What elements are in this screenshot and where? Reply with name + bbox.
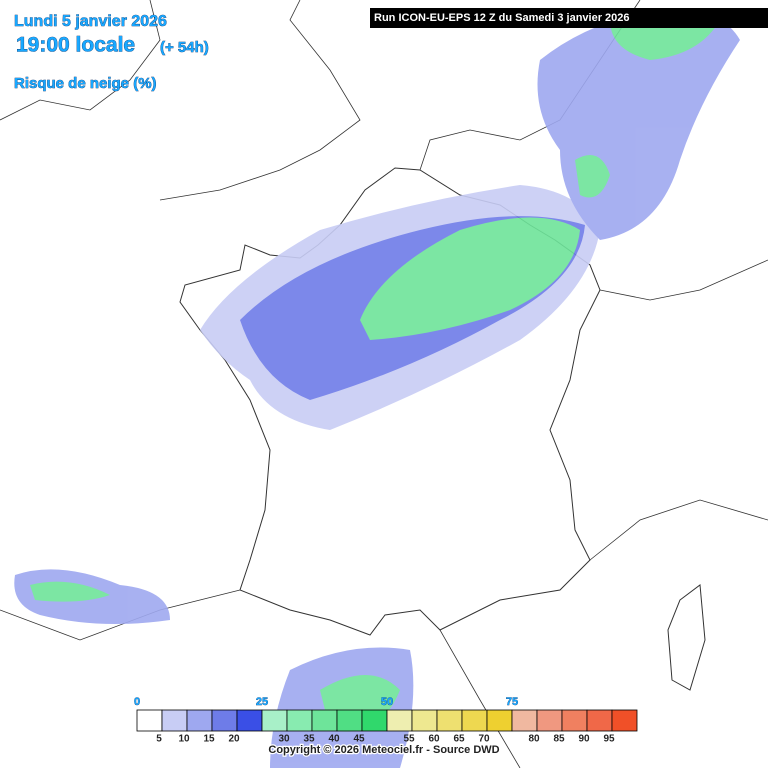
- legend-minor-label: 40: [328, 734, 340, 745]
- legend-minor-label: 20: [228, 734, 240, 745]
- legend-minor-label: 65: [453, 734, 465, 745]
- legend-minor-label: 80: [528, 734, 540, 745]
- legend-swatch: [136, 709, 163, 732]
- run-banner: [370, 8, 768, 28]
- legend-major-label: 75: [506, 696, 518, 708]
- legend-swatch: [411, 709, 438, 732]
- legend-swatch: [211, 709, 238, 732]
- legend-swatch: [536, 709, 563, 732]
- legend-minor-label: 60: [428, 734, 440, 745]
- legend-major-label: 0: [134, 696, 140, 708]
- legend-major-label: 25: [256, 696, 268, 708]
- snow-risk-areas: [14, 9, 740, 768]
- forecast-date: Lundi 5 janvier 2026: [14, 13, 167, 30]
- legend-swatch: [336, 709, 363, 732]
- legend-swatch: [186, 709, 213, 732]
- legend-minor-label: 70: [478, 734, 490, 745]
- legend-swatch: [461, 709, 488, 732]
- legend-swatch: [361, 709, 388, 732]
- legend-swatch: [311, 709, 338, 732]
- legend-minor-label: 35: [303, 734, 315, 745]
- copyright: Copyright © 2026 Meteociel.fr - Source D…: [268, 744, 499, 756]
- legend-swatch: [286, 709, 313, 732]
- legend-swatch: [511, 709, 538, 732]
- legend-minor-label: 95: [603, 734, 615, 745]
- legend-minor-label: 55: [403, 734, 415, 745]
- legend-major-label: 50: [381, 696, 393, 708]
- legend-swatch: [486, 709, 513, 732]
- legend-swatch: [386, 709, 413, 732]
- variable-name: Risque de neige (%): [14, 75, 157, 92]
- legend-minor-label: 85: [553, 734, 565, 745]
- legend-minor-label: 45: [353, 734, 365, 745]
- legend: 0 25 50 75 5 10 15 20 30 35 40 45 55 60 65 70 80 85 90 95: [134, 696, 638, 745]
- legend-minor-label: 90: [578, 734, 590, 745]
- legend-minor-label: 30: [278, 734, 290, 745]
- legend-minor-label: 5: [156, 734, 162, 745]
- legend-swatch: [236, 709, 263, 732]
- run-info: Run ICON-EU-EPS 12 Z du Samedi 3 janvier…: [374, 12, 630, 24]
- legend-swatch: [161, 709, 188, 732]
- legend-minor-label: 10: [178, 734, 190, 745]
- legend-swatch: [611, 709, 638, 732]
- legend-swatch: [586, 709, 613, 732]
- legend-swatch: [436, 709, 463, 732]
- legend-swatch: [261, 709, 288, 732]
- forecast-time: 19:00 locale: [16, 34, 135, 57]
- forecast-offset: (+ 54h): [160, 39, 209, 56]
- legend-swatch: [561, 709, 588, 732]
- legend-minor-label: 15: [203, 734, 215, 745]
